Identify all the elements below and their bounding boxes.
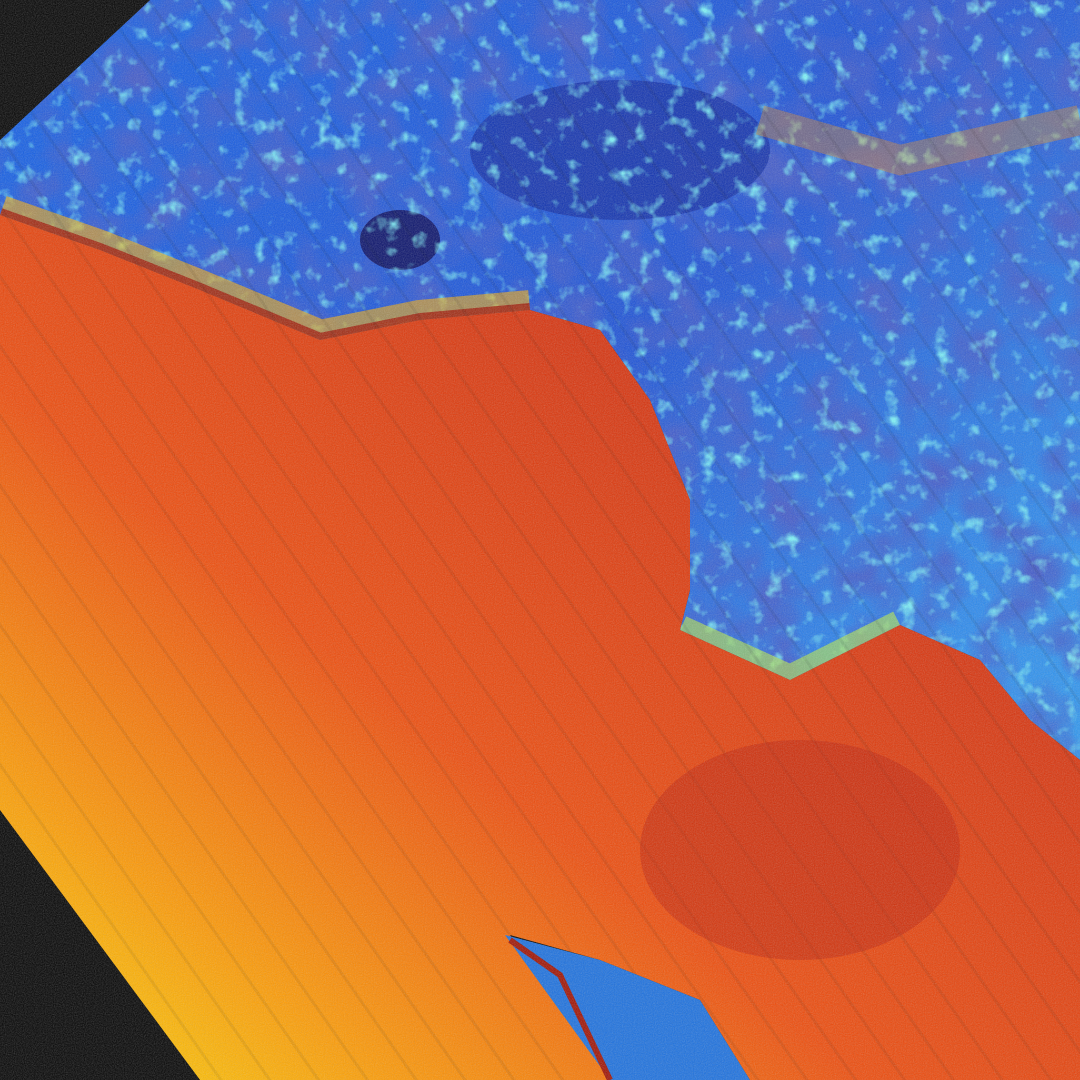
sensor-noise: [0, 0, 1080, 1080]
satellite-image: [0, 0, 1080, 1080]
